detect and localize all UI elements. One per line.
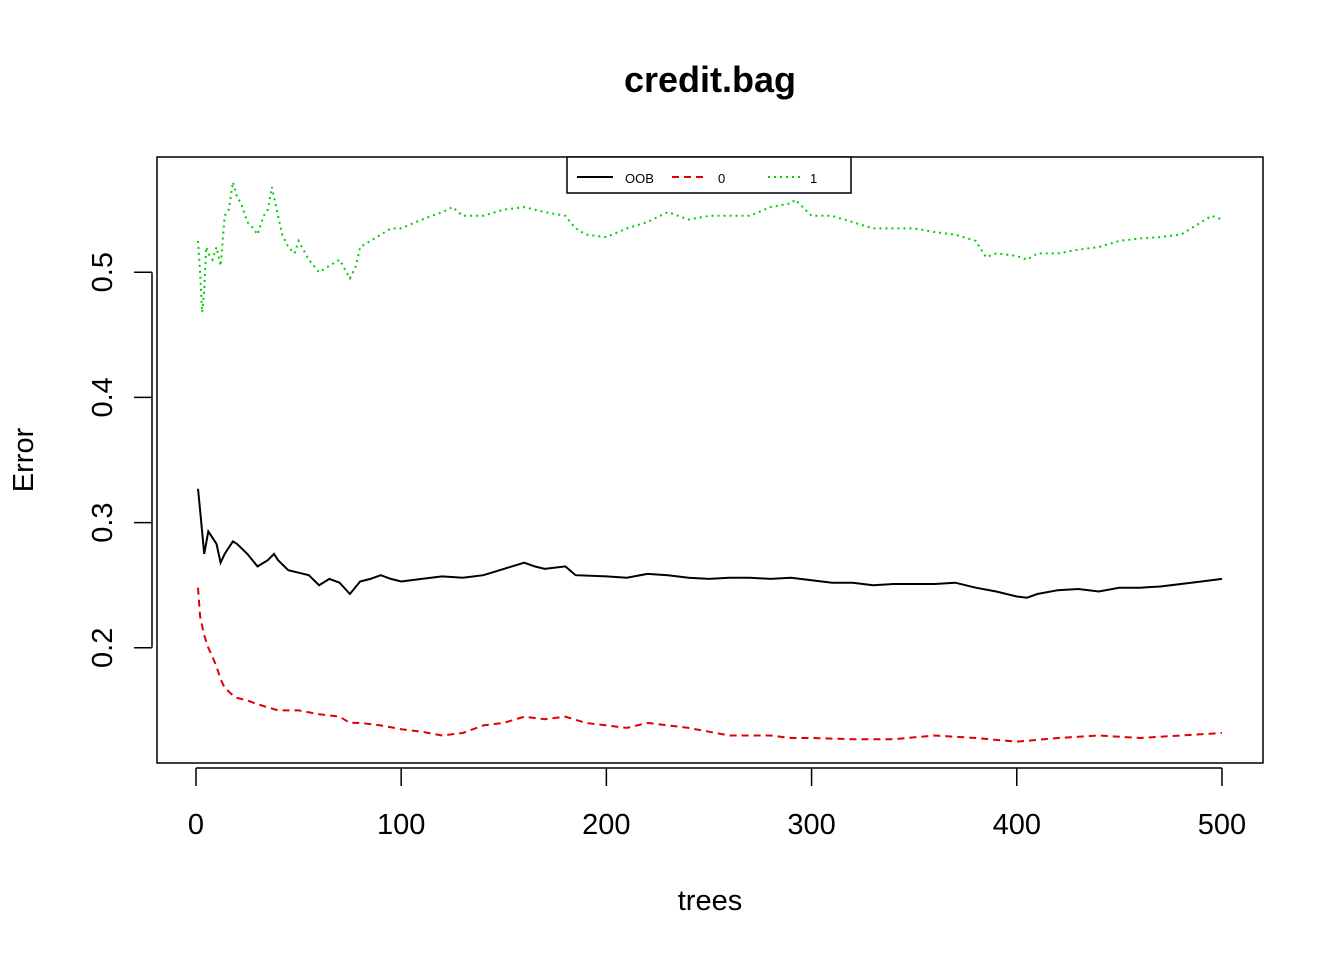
legend-label-OOB: OOB xyxy=(625,171,654,186)
series-line-0 xyxy=(197,587,1223,743)
y-tick-label: 0.5 xyxy=(87,252,119,292)
x-tick-label: 400 xyxy=(993,809,1041,841)
x-tick-label: 200 xyxy=(582,809,630,841)
y-tick-label: 0.4 xyxy=(87,377,119,417)
y-tick-label: 0.3 xyxy=(87,502,119,542)
x-tick-label: 300 xyxy=(787,809,835,841)
x-axis-label: trees xyxy=(678,885,742,917)
y-axis: 0.2 0.3 0.4 0.5 xyxy=(87,252,153,668)
x-tick-label: 100 xyxy=(377,809,425,841)
series-layer xyxy=(197,181,1223,743)
chart-title: credit.bag xyxy=(624,59,796,100)
x-tick-label: 0 xyxy=(188,809,204,841)
legend-label-1: 1 xyxy=(810,171,817,186)
series-line-1 xyxy=(197,181,1223,313)
legend-label-0: 0 xyxy=(718,171,725,186)
legend: OOB 0 1 xyxy=(566,156,852,194)
legend-box xyxy=(566,156,852,194)
x-tick-label: 500 xyxy=(1198,809,1246,841)
series-line-OOB xyxy=(197,488,1223,599)
plot-frame xyxy=(156,156,1264,764)
x-axis: 0 100 200 300 400 500 xyxy=(188,767,1246,841)
y-tick-label: 0.2 xyxy=(87,628,119,668)
y-axis-label: Error xyxy=(8,427,40,492)
